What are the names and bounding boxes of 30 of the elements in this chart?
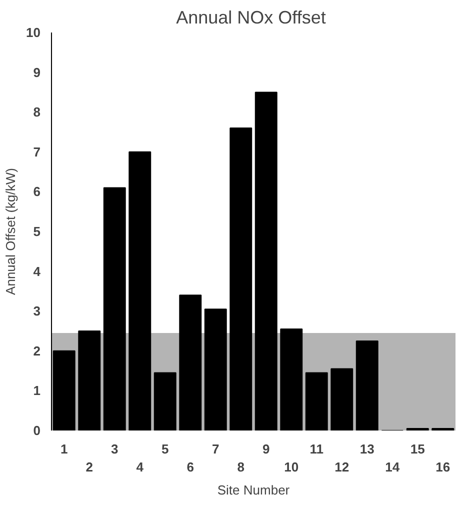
x-tick-label: 3 [111,442,118,456]
x-tick-label: 11 [310,442,324,456]
x-tick-label: 13 [360,442,374,456]
x-tick-label: 1 [60,442,68,456]
y-tick-label: 6 [33,184,41,200]
x-tick-label: 4 [136,460,144,474]
y-tick-label: 7 [33,144,41,160]
x-axis-title: Site Number [217,482,290,498]
x-tick-label: 7 [212,442,220,456]
y-tick-label: 2 [33,343,41,358]
x-tick-label: 8 [237,460,244,474]
x-tick-label: 16 [436,460,450,474]
y-tick-label: 9 [33,64,41,80]
y-tick-label: 8 [33,104,41,120]
y-axis-title: Annual Offset (kg/kW) [3,168,18,295]
chart-title: Annual NOx Offset [176,8,326,28]
y-tick-label: 5 [33,224,41,239]
x-tick-label: 14 [385,460,400,474]
x-tick-label: 2 [86,460,93,474]
x-tick-label: 12 [334,460,350,474]
y-tick-label: 3 [33,304,41,319]
y-tick-label: 10 [26,25,41,40]
x-tick-label: 15 [410,442,425,456]
y-tick-label: 1 [33,383,41,398]
x-tick-label: 9 [262,442,270,456]
x-tick-label: 10 [284,460,299,474]
y-tick-label: 4 [33,264,42,279]
y-tick-label: 0 [33,423,41,438]
x-tick-label: 5 [162,442,169,456]
x-tick-label: 6 [186,460,194,474]
